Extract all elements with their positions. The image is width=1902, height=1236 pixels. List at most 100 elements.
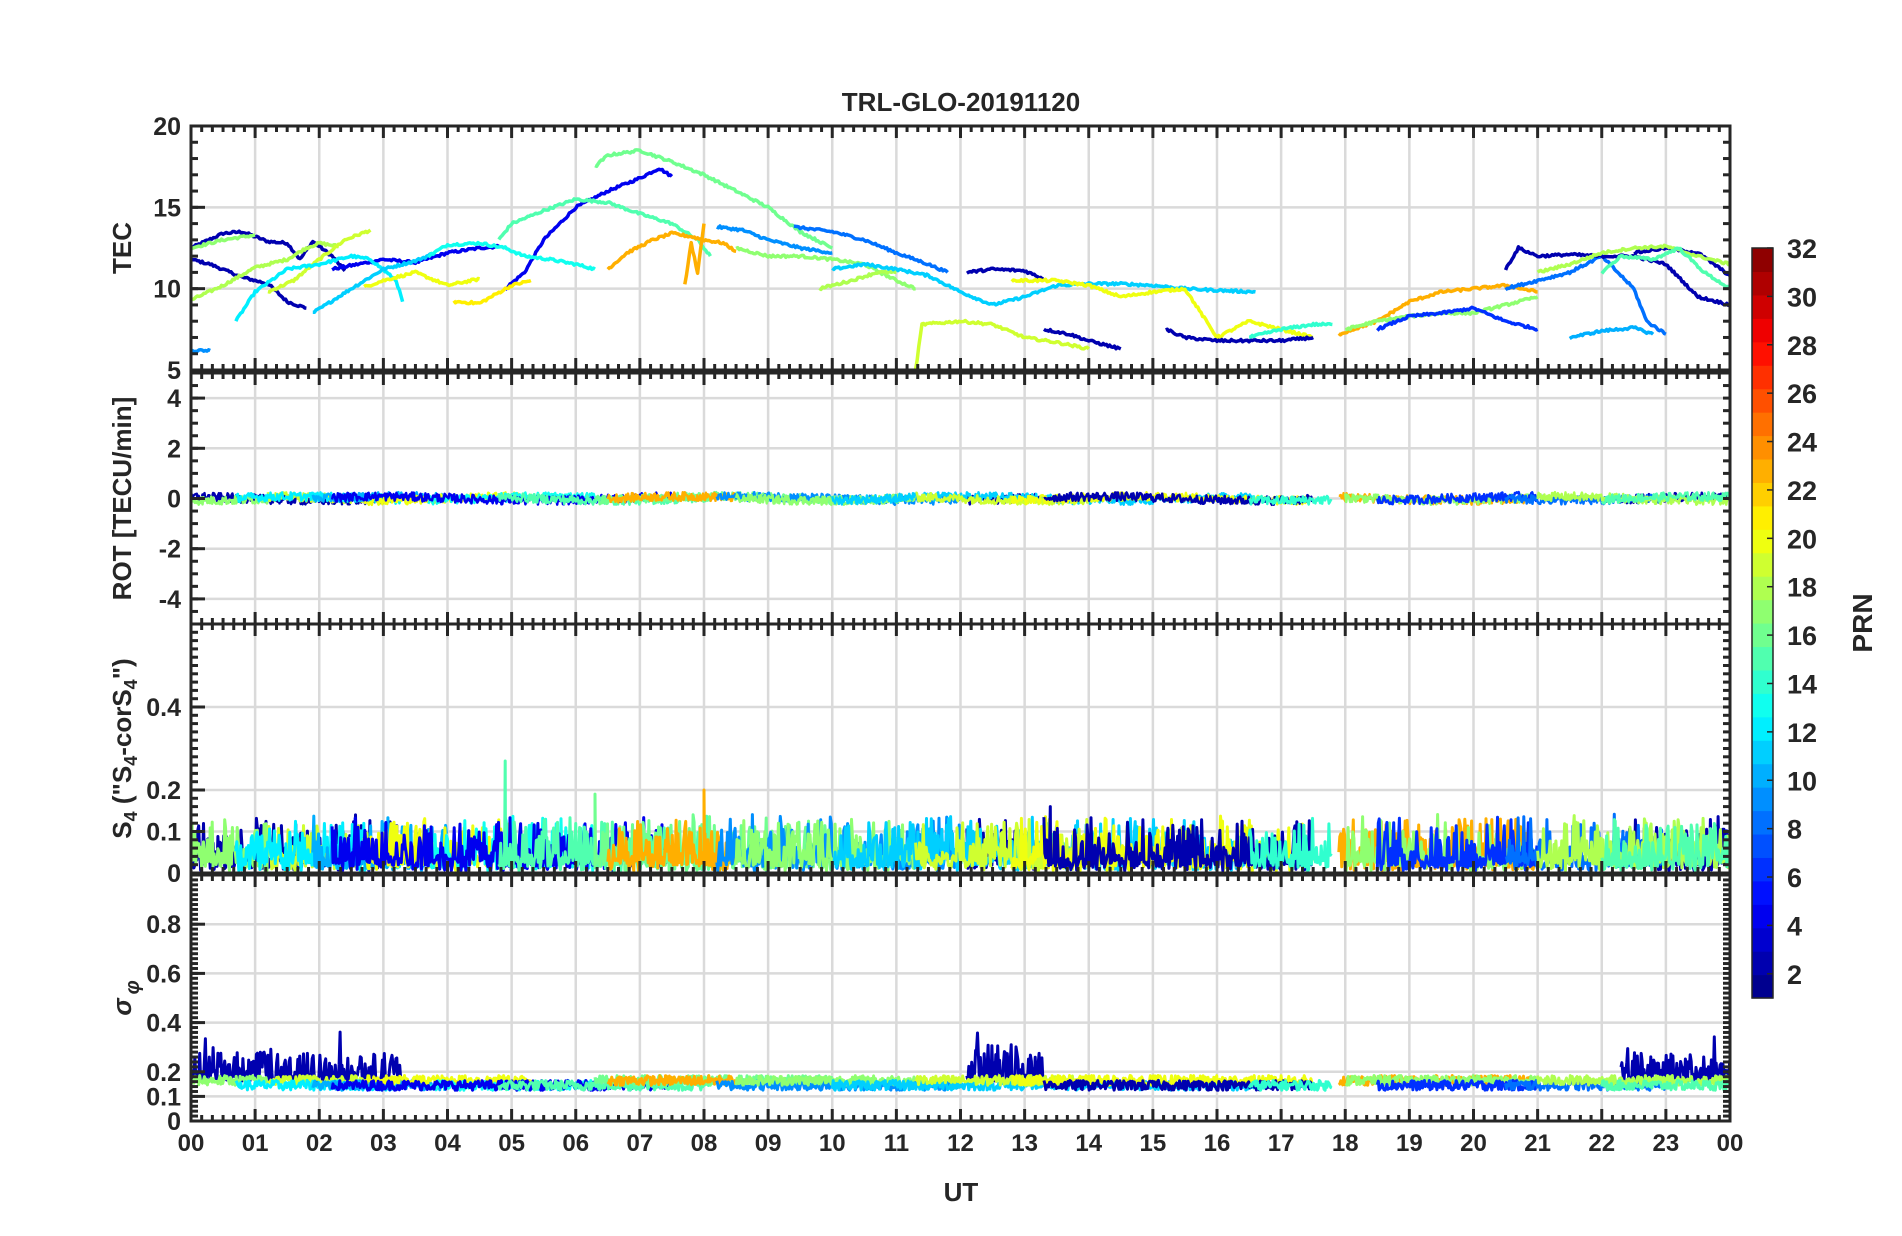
x-tick-label: 08 bbox=[691, 1130, 718, 1157]
y-tick-label: 4 bbox=[167, 385, 181, 413]
colorbar-swatch bbox=[1752, 458, 1773, 483]
y-tick-label: 0 bbox=[167, 1108, 181, 1136]
x-tick-label: 04 bbox=[434, 1130, 461, 1157]
colorbar-tick-label: 10 bbox=[1787, 766, 1817, 796]
tec-trace-prn-20 bbox=[363, 269, 481, 289]
colorbar-swatch bbox=[1752, 388, 1773, 413]
colorbar-tick-label: 2 bbox=[1787, 960, 1802, 990]
tec-trace-prn-15 bbox=[1600, 246, 1730, 290]
colorbar-swatch bbox=[1752, 646, 1773, 671]
y-tick-label: 0.8 bbox=[146, 911, 181, 939]
y-label-part: -corS bbox=[107, 689, 137, 755]
y-tick-label: 5 bbox=[167, 357, 181, 385]
rot-trace-prn-15 bbox=[497, 492, 711, 506]
colorbar-swatch bbox=[1752, 951, 1773, 976]
y-tick-label: 15 bbox=[153, 194, 181, 222]
x-tick-label: 15 bbox=[1140, 1130, 1167, 1157]
x-tick-label: 17 bbox=[1268, 1130, 1295, 1157]
y-tick-label: -2 bbox=[159, 536, 181, 564]
colorbar-swatch bbox=[1752, 576, 1773, 601]
colorbar-swatch bbox=[1752, 318, 1773, 343]
x-tick-label: 12 bbox=[947, 1130, 974, 1157]
x-tick-label: 13 bbox=[1011, 1130, 1038, 1157]
y-tick-label: 2 bbox=[167, 435, 181, 463]
y-label-part: S bbox=[107, 821, 137, 838]
s4-trace-prn-14 bbox=[1247, 816, 1333, 873]
y-tick-label: 0 bbox=[167, 860, 181, 888]
x-tick-label: 07 bbox=[627, 1130, 654, 1157]
sigma-trace-prn-19 bbox=[266, 1074, 372, 1087]
s4-trace-prn-2 bbox=[1042, 805, 1314, 873]
x-tick-label: 05 bbox=[498, 1130, 525, 1157]
colorbar-tick-label: 16 bbox=[1787, 621, 1817, 651]
colorbar-swatch bbox=[1752, 482, 1773, 507]
x-tick-label: 03 bbox=[370, 1130, 397, 1157]
colorbar-tick-label: 26 bbox=[1787, 379, 1817, 409]
colorbar-swatch bbox=[1752, 693, 1773, 718]
colorbar-tick-label: 6 bbox=[1787, 863, 1802, 893]
colorbar-tick-label: 32 bbox=[1787, 234, 1817, 264]
colorbar-swatch bbox=[1752, 669, 1773, 694]
x-tick-label: 10 bbox=[819, 1130, 846, 1157]
colorbar-swatch bbox=[1752, 341, 1773, 366]
tec-trace-prn-4 bbox=[504, 167, 674, 291]
tec-trace-prn-9 bbox=[191, 347, 211, 354]
y-label-subscript: 4 bbox=[121, 756, 141, 766]
axes-box bbox=[189, 622, 1732, 875]
colorbar-tick-label: 24 bbox=[1787, 428, 1817, 458]
series-group bbox=[191, 1030, 1730, 1092]
y-axis-label: σφ bbox=[107, 980, 144, 1015]
tec-trace-prn-23 bbox=[683, 223, 706, 285]
panel-tec: 5 10 15 20 TEC bbox=[107, 113, 1732, 385]
x-tick-label: 00 bbox=[1717, 1130, 1744, 1157]
panel-rot: -4 -2 0 2 4 ROT [TECU/min] bbox=[107, 371, 1732, 626]
x-tick-label: 00 bbox=[178, 1130, 205, 1157]
y-axis-label: TEC bbox=[107, 222, 137, 274]
tec-trace-prn-12 bbox=[234, 253, 405, 322]
tec-trace-prn-2 bbox=[191, 257, 307, 310]
tec-trace-prn-9 bbox=[716, 224, 833, 255]
s4-trace-prn-15 bbox=[1600, 818, 1730, 872]
x-tick-label: 18 bbox=[1332, 1130, 1359, 1157]
rot-trace-prn-15 bbox=[1600, 491, 1730, 505]
colorbar-swatch bbox=[1752, 810, 1773, 835]
axes-box bbox=[189, 873, 1732, 1123]
tec-trace-prn-14 bbox=[1248, 321, 1333, 339]
colorbar-swatch bbox=[1752, 505, 1773, 530]
sigma-trace-prn-2 bbox=[191, 1030, 404, 1084]
x-axis-label: UT bbox=[944, 1177, 979, 1207]
y-tick-label: 0.1 bbox=[146, 819, 181, 847]
tec-trace-prn-23 bbox=[1337, 282, 1538, 337]
colorbar-tick-label: 4 bbox=[1787, 911, 1802, 941]
y-label-subscript: 4 bbox=[121, 811, 141, 821]
tec-trace-prn-6 bbox=[1376, 305, 1539, 332]
colorbar-swatch bbox=[1752, 412, 1773, 437]
tec-trace-prn-21 bbox=[452, 278, 532, 306]
x-tick-label: 14 bbox=[1075, 1130, 1102, 1157]
colorbar-tick-label: 14 bbox=[1787, 669, 1817, 699]
x-tick-label: 20 bbox=[1460, 1130, 1487, 1157]
colorbar-swatch bbox=[1752, 904, 1773, 929]
x-tick-label: 02 bbox=[306, 1130, 333, 1157]
tec-trace-prn-8 bbox=[793, 224, 949, 274]
colorbar-swatch bbox=[1752, 857, 1773, 882]
y-axis-label: S4 ("S4-corS4") bbox=[107, 658, 141, 838]
y-tick-label: 20 bbox=[153, 113, 181, 141]
y-label-part: ("S bbox=[107, 766, 137, 812]
rot-trace-prn-14 bbox=[1248, 494, 1333, 506]
colorbar-tick-label: 28 bbox=[1787, 331, 1817, 361]
colorbar-swatch bbox=[1752, 248, 1773, 273]
colorbar-swatch bbox=[1752, 927, 1773, 952]
colorbar-swatch bbox=[1752, 529, 1773, 554]
s4-trace-prn-8 bbox=[1504, 812, 1667, 872]
series-group bbox=[191, 148, 1730, 370]
rot-trace-prn-19 bbox=[915, 491, 1089, 506]
x-tick-label: 16 bbox=[1204, 1130, 1231, 1157]
s4-trace-prn-23 bbox=[606, 788, 738, 873]
tec-trace-prn-19 bbox=[267, 228, 372, 294]
axes-box bbox=[189, 124, 1732, 372]
rot-trace-prn-23 bbox=[606, 490, 737, 504]
colorbar-tick-label: 20 bbox=[1787, 524, 1817, 554]
tec-trace-prn-16 bbox=[594, 148, 833, 250]
